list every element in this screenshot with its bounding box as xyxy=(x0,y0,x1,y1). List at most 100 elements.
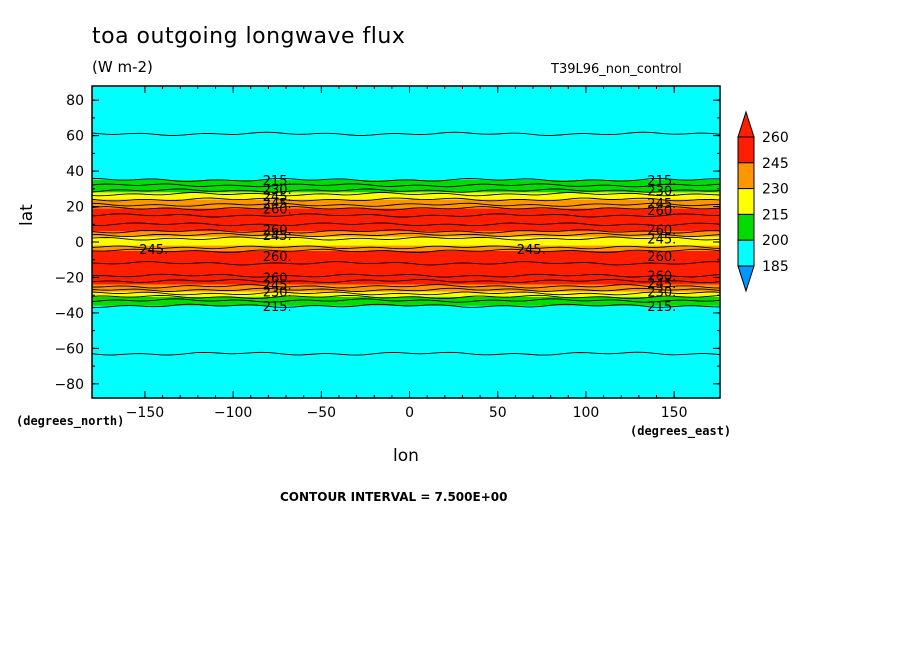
filled-contour-bands xyxy=(92,86,720,398)
contour-label-5: 260. xyxy=(263,224,292,239)
band-7 xyxy=(92,231,720,237)
contour-line-15 xyxy=(91,222,721,227)
contour-line-3 xyxy=(91,294,721,300)
contour-line-5 xyxy=(91,287,721,292)
x-axis-title: lon xyxy=(393,446,419,466)
colorbar-over-triangle xyxy=(737,110,755,138)
contour-line-20 xyxy=(91,192,721,197)
contour-label-18: 245. xyxy=(647,232,676,247)
contour-label-1: 230. xyxy=(263,183,292,198)
contour-label-15: 245. xyxy=(647,197,676,212)
contour-line-6 xyxy=(92,284,721,289)
y-tick-label-3: 20 xyxy=(66,200,84,216)
contour-lines xyxy=(91,131,721,356)
band-0 xyxy=(92,305,720,398)
colorbar: 260 245 230 215 200 185 xyxy=(737,110,789,293)
contour-label-9: 260. xyxy=(263,271,292,286)
colorbar-label-4: 200 xyxy=(762,233,789,249)
colorbar-segment-2 xyxy=(737,188,755,215)
contour-interval-note: CONTOUR INTERVAL = 7.500E+00 xyxy=(280,490,508,504)
contour-label-11: 230. xyxy=(263,286,292,301)
contour-line-18 xyxy=(91,202,721,207)
band-4 xyxy=(92,250,720,285)
x-tick-label-3: 0 xyxy=(405,405,414,421)
contour-label-14: 230. xyxy=(647,185,676,200)
chart-units: (W m-2) xyxy=(92,58,153,76)
y-tick-label-7: −60 xyxy=(54,341,84,357)
band-3 xyxy=(92,284,720,292)
band-2 xyxy=(92,291,720,297)
contour-labels: 215.230.245.245.260.260.245.245. 260.260.… xyxy=(139,174,676,315)
x-tick-label-2: −50 xyxy=(307,405,337,421)
run-name: T39L96_non_control xyxy=(551,62,682,77)
y-axis-unit-label: (degrees_north) xyxy=(16,414,125,428)
contour-label-7: 245. xyxy=(139,243,168,258)
y-tick-label-5: −20 xyxy=(54,270,84,286)
contour-line-8 xyxy=(91,273,721,278)
band-6 xyxy=(92,236,720,246)
y-tick-label-4: 0 xyxy=(75,235,84,251)
colorbar-segment-4 xyxy=(737,239,755,267)
colorbar-label-3: 215 xyxy=(762,207,789,223)
contour-label-4: 260. xyxy=(263,202,292,217)
y-tick-label-1: 60 xyxy=(66,129,84,145)
contour-line-19 xyxy=(91,197,721,202)
chart-title: toa outgoing longwave flux xyxy=(92,24,406,49)
x-tick-label-6: 150 xyxy=(661,405,688,421)
contour-line-7 xyxy=(91,278,721,284)
contour-label-0: 215. xyxy=(263,174,292,189)
x-tick-label-4: 50 xyxy=(489,405,507,421)
band-8 xyxy=(92,208,720,232)
contour-line-23 xyxy=(91,177,721,182)
contour-label-23: 230. xyxy=(647,286,676,301)
contour-line-16 xyxy=(91,213,720,218)
contour-line-17 xyxy=(91,206,721,211)
contour-label-17: 260. xyxy=(647,224,676,239)
contour-label-19: 245. xyxy=(517,243,546,258)
colorbar-label-0: 260 xyxy=(762,130,789,146)
contour-label-21: 260. xyxy=(647,270,676,285)
contour-line-24 xyxy=(91,131,721,136)
y-tick-label-2: 40 xyxy=(66,164,84,180)
x-axis-unit-label: (degrees_east) xyxy=(630,424,732,438)
contour-line-11 xyxy=(91,245,721,250)
y-tick-label-0: 80 xyxy=(66,93,84,109)
x-tick-label-1: −100 xyxy=(214,405,252,421)
contour-label-13: 215. xyxy=(647,174,676,189)
axes: −150 −100 −50 0 50 100 150 80 60 40 20 0 −20 −40 −60 −8… xyxy=(54,86,720,421)
contour-label-6: 245. xyxy=(263,229,292,244)
band-10 xyxy=(92,192,720,200)
contour-label-12: 215. xyxy=(263,300,292,315)
contour-label-20: 260. xyxy=(647,250,676,265)
colorbar-label-5: 185 xyxy=(762,259,789,275)
x-tick-label-5: 100 xyxy=(573,405,600,421)
contour-line-21 xyxy=(91,188,721,193)
contour-line-22 xyxy=(91,183,721,188)
colorbar-segment-0 xyxy=(737,136,755,164)
contour-line-2 xyxy=(91,298,721,303)
colorbar-label-1: 245 xyxy=(762,156,789,172)
contour-label-3: 245. xyxy=(263,197,292,212)
contour-line-0 xyxy=(91,351,721,356)
y-tick-label-6: −40 xyxy=(54,306,84,322)
contour-label-2: 245. xyxy=(263,190,292,205)
band-12 xyxy=(92,86,720,180)
contour-line-10 xyxy=(91,248,721,253)
band-1 xyxy=(92,296,720,306)
x-tick-label-0: −150 xyxy=(126,405,164,421)
y-tick-label-8: −80 xyxy=(54,377,84,393)
contour-label-10: 245. xyxy=(263,279,292,294)
colorbar-under-triangle xyxy=(737,265,755,293)
contour-line-1 xyxy=(92,303,721,308)
contour-label-22: 245. xyxy=(647,277,676,292)
colorbar-segment-3 xyxy=(737,213,755,241)
colorbar-segment-1 xyxy=(737,162,755,190)
contour-line-13 xyxy=(91,232,721,238)
contour-line-4 xyxy=(91,291,721,296)
contour-label-24: 215. xyxy=(647,300,676,315)
contour-label-8: 260. xyxy=(263,250,292,265)
contour-label-16: 260. xyxy=(647,204,676,219)
contour-line-9 xyxy=(91,261,721,266)
contour-line-12 xyxy=(91,236,721,241)
